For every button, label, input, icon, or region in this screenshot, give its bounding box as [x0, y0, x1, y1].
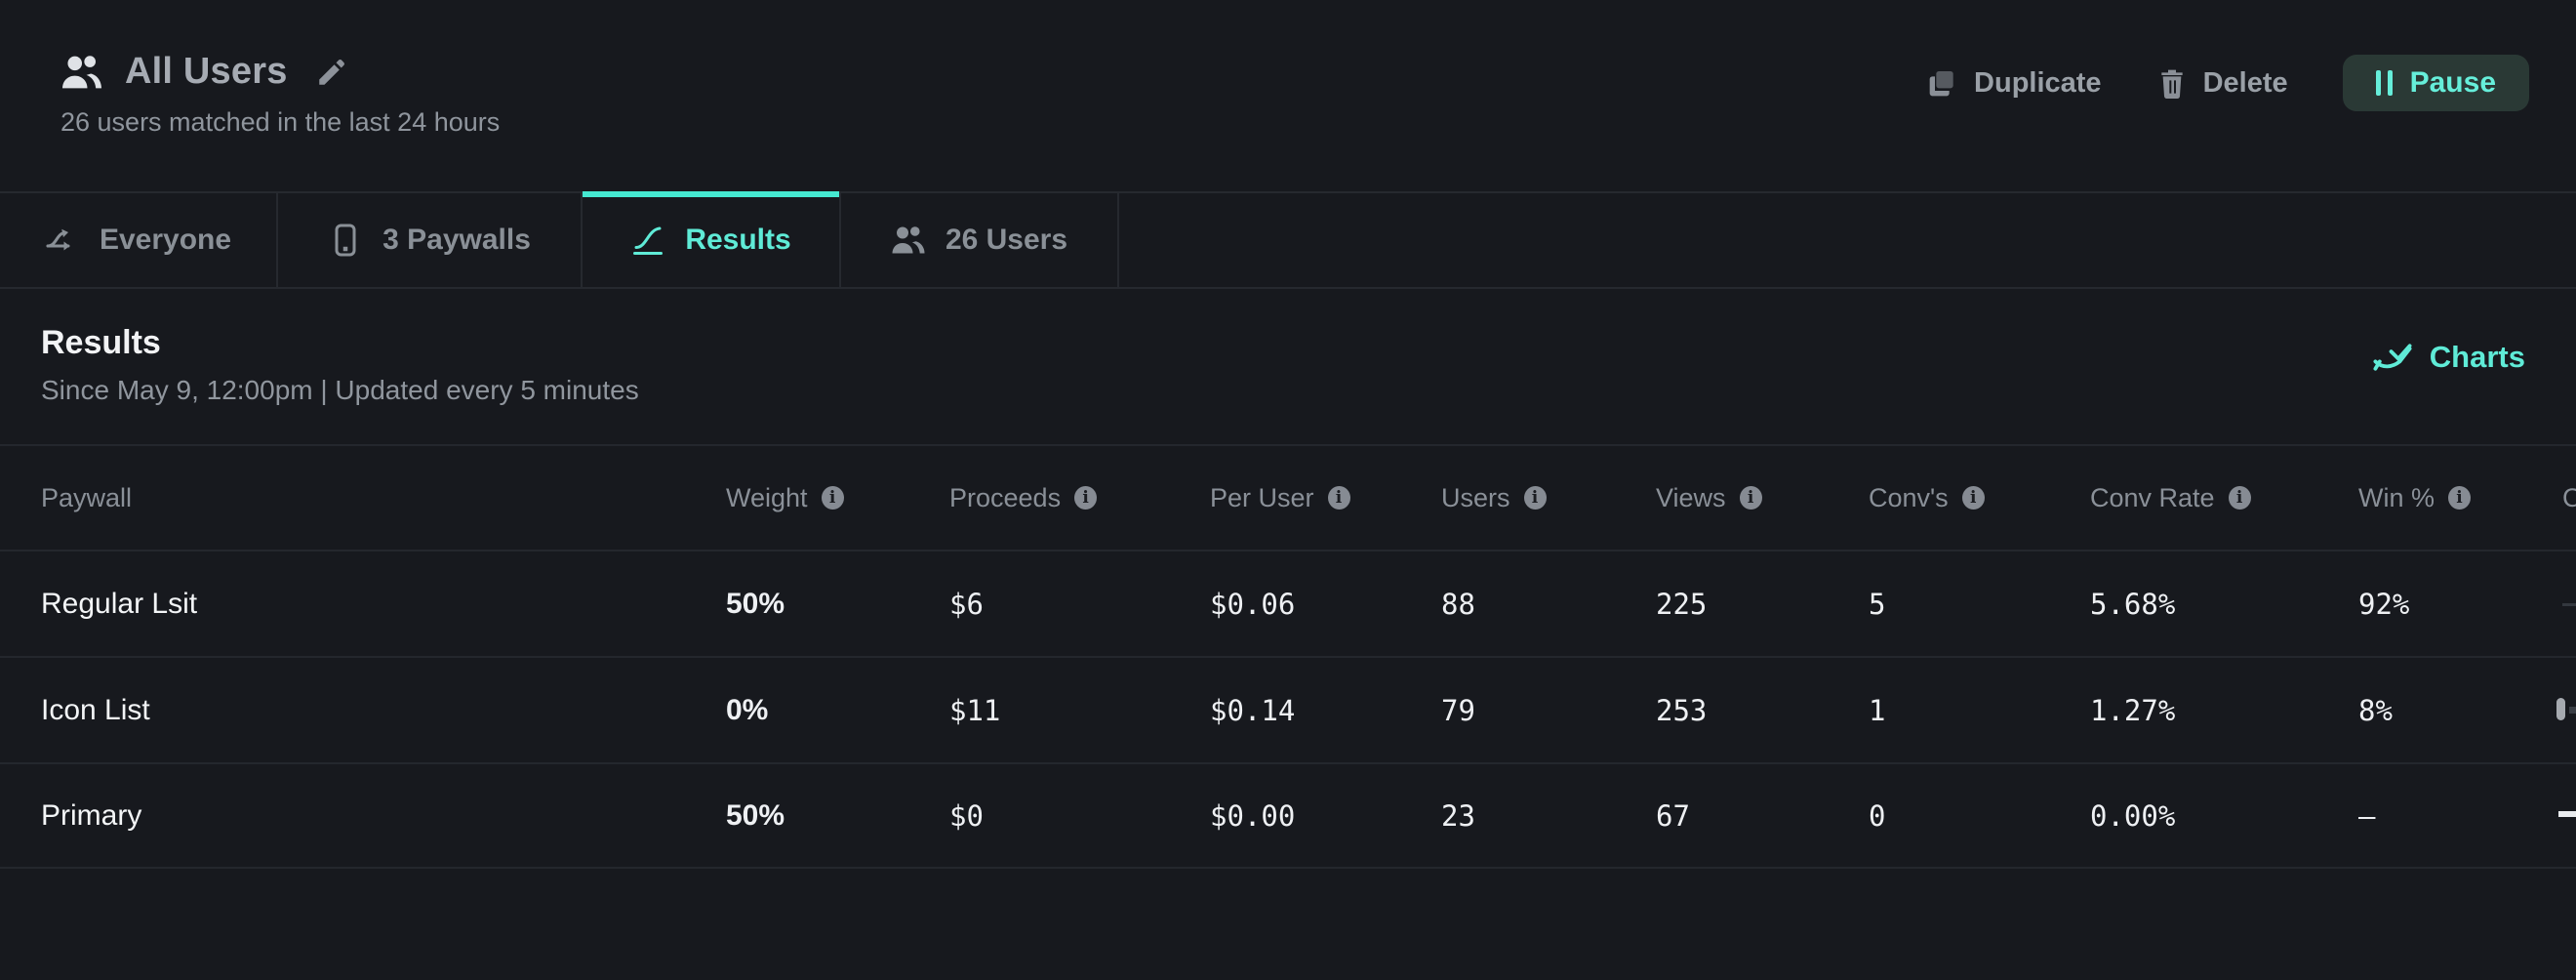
cell-win: 8%	[2358, 693, 2393, 727]
info-icon[interactable]: i	[1327, 486, 1350, 510]
page-title: All Users	[125, 51, 288, 92]
cell-users: 88	[1441, 587, 1475, 621]
cell-conv-rate: 1.27%	[2090, 693, 2176, 727]
people-icon	[62, 55, 101, 88]
tab-paywalls-label: 3 Paywalls	[382, 224, 531, 256]
cell-weight: 50%	[726, 798, 785, 832]
cutoff-pill-marker[interactable]	[2556, 698, 2565, 720]
col-header-per-user: Per User i	[1210, 483, 1441, 513]
col-header-users: Users i	[1441, 483, 1656, 513]
col-header-views: Views i	[1656, 483, 1869, 513]
duplicate-icon	[1929, 71, 1953, 97]
active-tab-indicator	[583, 191, 839, 197]
info-icon[interactable]: i	[2448, 486, 2472, 510]
col-header-paywall: Paywall	[41, 482, 133, 512]
tab-bar: Everyone 3 Paywalls Results 26 Users	[0, 191, 2576, 289]
info-icon[interactable]: i	[1739, 486, 1762, 510]
cell-views: 253	[1656, 693, 1708, 727]
chart-icon	[633, 226, 664, 255]
phone-icon	[335, 224, 356, 257]
charts-link[interactable]: Charts	[2371, 340, 2525, 375]
cell-win: 92%	[2358, 587, 2410, 621]
info-icon[interactable]: i	[2228, 486, 2251, 510]
cutoff-dots-marker	[2569, 707, 2576, 714]
results-table: Paywall Weight i Proceeds i Per User i User…	[0, 444, 2576, 869]
info-icon[interactable]: i	[821, 486, 844, 510]
col-header-cutoff: C	[2562, 482, 2576, 512]
col-header-conv-rate: Conv Rate i	[2090, 483, 2358, 513]
tab-users-label: 26 Users	[945, 224, 1068, 256]
info-icon[interactable]: i	[1074, 486, 1098, 510]
tab-users[interactable]: 26 Users	[841, 193, 1119, 287]
duplicate-label: Duplicate	[1974, 66, 2102, 99]
results-section-header: Results Since May 9, 12:00pm | Updated e…	[0, 289, 2576, 444]
delete-button[interactable]: Delete	[2156, 67, 2288, 100]
cell-proceeds: $11	[949, 693, 1001, 727]
cell-users: 79	[1441, 693, 1475, 727]
tab-paywalls[interactable]: 3 Paywalls	[278, 193, 583, 287]
cell-paywall: Primary	[41, 798, 142, 832]
tab-everyone-label: Everyone	[99, 224, 232, 256]
results-heading: Results	[41, 324, 161, 361]
cell-convs: 0	[1869, 798, 1886, 833]
people-icon	[892, 226, 925, 254]
cell-proceeds: $0	[949, 798, 984, 833]
table-row[interactable]: Regular Lsit 50% $6 $0.06 88 225 5 5.68%…	[0, 550, 2576, 656]
matched-users-subtitle: 26 users matched in the last 24 hours	[60, 107, 501, 137]
cell-users: 23	[1441, 798, 1475, 833]
tab-results-label: Results	[685, 224, 791, 256]
cell-per-user: $0.14	[1210, 693, 1296, 727]
page-header: All Users 26 users matched in the last 2…	[0, 0, 2576, 191]
cell-win: –	[2358, 798, 2376, 833]
results-subheading: Since May 9, 12:00pm | Updated every 5 m…	[41, 375, 639, 405]
cutoff-dash-marker	[2558, 811, 2576, 817]
trend-line-icon	[2373, 344, 2412, 371]
cell-per-user: $0.06	[1210, 587, 1296, 621]
cell-weight: 50%	[726, 587, 785, 620]
cell-views: 225	[1656, 587, 1708, 621]
cell-per-user: $0.00	[1210, 798, 1296, 833]
cell-weight: 0%	[726, 693, 769, 726]
cutoff-dash-marker	[2562, 603, 2576, 606]
header-actions: Duplicate Delete Pause	[1927, 53, 2529, 113]
col-header-win: Win % i	[2358, 483, 2562, 513]
col-header-convs: Conv's i	[1869, 483, 2090, 513]
tab-everyone[interactable]: Everyone	[0, 193, 278, 287]
pause-icon	[2375, 70, 2393, 96]
table-row[interactable]: Icon List 0% $11 $0.14 79 253 1 1.27% 8%	[0, 656, 2576, 762]
cell-proceeds: $6	[949, 587, 984, 621]
split-arrows-icon	[46, 228, 70, 251]
cell-conv-rate: 0.00%	[2090, 798, 2176, 833]
cell-convs: 5	[1869, 587, 1886, 621]
cell-paywall: Icon List	[41, 693, 150, 726]
col-header-proceeds: Proceeds i	[949, 483, 1210, 513]
table-header-row: Paywall Weight i Proceeds i Per User i User…	[0, 444, 2576, 550]
table-row[interactable]: Primary 50% $0 $0.00 23 67 0 0.00% –	[0, 762, 2576, 869]
duplicate-button[interactable]: Duplicate	[1927, 67, 2102, 100]
pause-label: Pause	[2409, 66, 2496, 99]
info-icon[interactable]: i	[1961, 486, 1985, 510]
col-header-weight: Weight i	[726, 483, 949, 513]
charts-link-label: Charts	[2429, 340, 2525, 374]
tab-results[interactable]: Results	[583, 191, 841, 287]
cell-convs: 1	[1869, 693, 1886, 727]
cell-paywall: Regular Lsit	[41, 587, 198, 620]
edit-pencil-icon[interactable]	[315, 56, 348, 89]
pause-button[interactable]: Pause	[2342, 55, 2529, 111]
cell-conv-rate: 5.68%	[2090, 587, 2176, 621]
delete-label: Delete	[2202, 66, 2288, 99]
info-icon[interactable]: i	[1523, 486, 1547, 510]
cell-views: 67	[1656, 798, 1690, 833]
trash-icon	[2160, 69, 2183, 99]
